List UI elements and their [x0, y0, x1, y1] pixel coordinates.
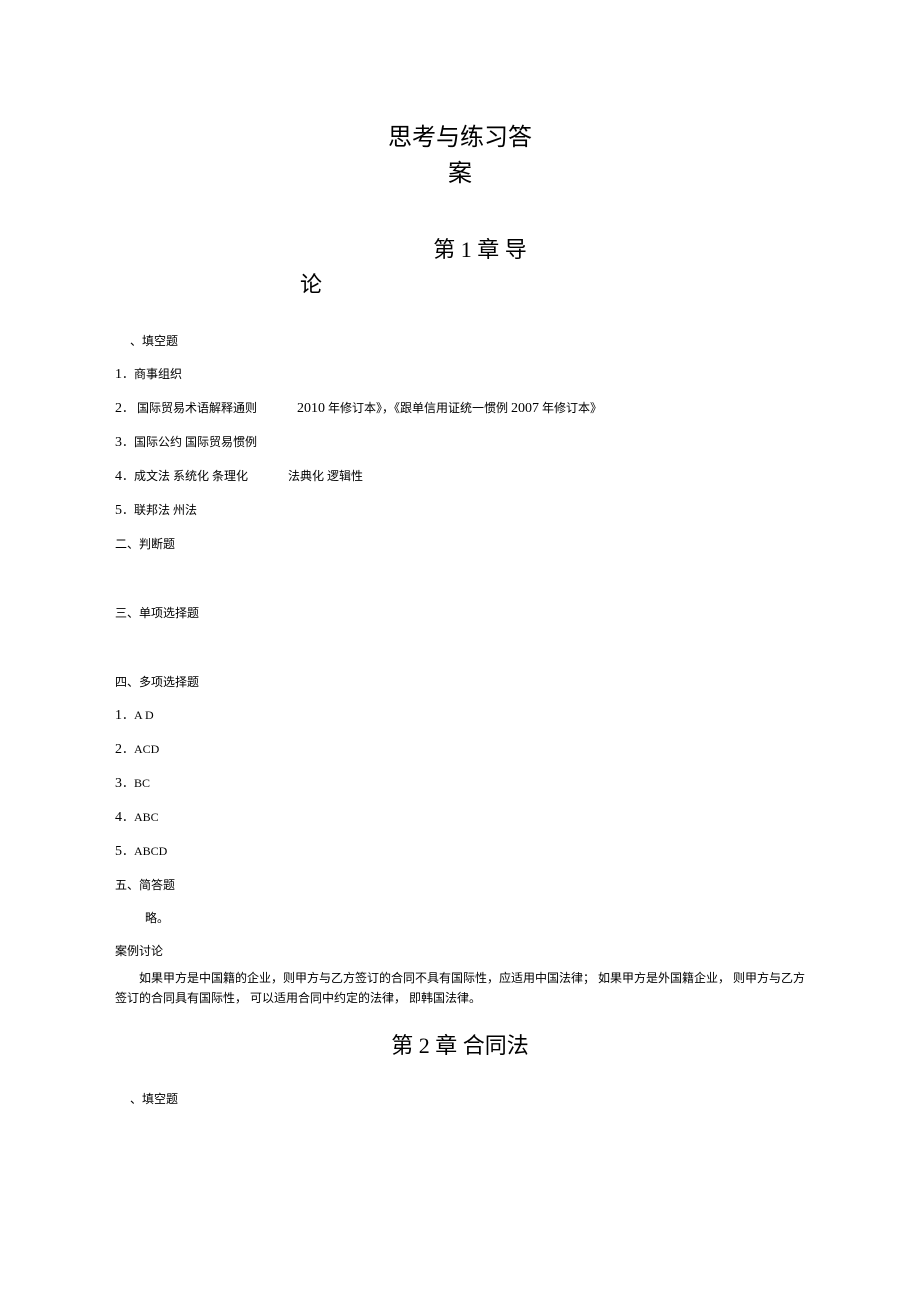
main-title-line2: 案	[448, 161, 472, 187]
multi-item-2: 2．ACD	[115, 740, 805, 758]
item-text: 年修订本》	[539, 401, 602, 415]
item-text: 年修订本》，《跟单信用证统一惯例	[325, 401, 511, 415]
multi-item-1: 1．A D	[115, 706, 805, 724]
main-title-line1: 思考与练习答	[388, 125, 532, 151]
item-number: 5	[115, 844, 122, 859]
chapter1-title: 第 1 章 导 论	[115, 232, 805, 302]
item-text: ．ABCD	[122, 844, 167, 858]
item-text: ．ACD	[122, 742, 159, 756]
item-text: ．国际公约 国际贸易惯例	[122, 435, 257, 449]
fill-item-4: 4．成文法 系统化 条理化 法典化 逻辑性	[115, 467, 805, 485]
chapter2-title: 第 2 章 合同法	[115, 1028, 805, 1060]
fill-item-2: 2． 国际贸易术语解释通则2010 年修订本》，《跟单信用证统一惯例 2007 …	[115, 399, 805, 417]
case-discussion-text: 如果甲方是中国籍的企业，则甲方与乙方签订的合同不具有国际性，应适用中国法律； 如…	[115, 969, 805, 1007]
short-answer-text: 略。	[145, 909, 805, 926]
chapter1-title-line1: 第 1 章 导	[115, 232, 805, 267]
item-number: 4	[115, 810, 122, 825]
multi-item-5: 5．ABCD	[115, 842, 805, 860]
item-number: 5	[115, 503, 122, 518]
item-text: ．成文法 系统化 条理化	[122, 469, 248, 483]
fill-item-1: 1．商事组织	[115, 365, 805, 383]
item-number: 1	[115, 708, 122, 723]
item-text: ．商事组织	[122, 367, 182, 381]
item-text: 法典化 逻辑性	[288, 469, 363, 483]
section-short-answer: 五、简答题	[115, 876, 805, 893]
spacer	[115, 631, 805, 661]
multi-item-3: 3．BC	[115, 774, 805, 792]
item-text: ．BC	[122, 776, 150, 790]
item-number: 2007	[511, 401, 539, 416]
item-number: 2010	[297, 401, 325, 416]
item-text: ．联邦法 州法	[122, 503, 197, 517]
item-text: ．ABC	[122, 810, 159, 824]
fill-item-5: 5．联邦法 州法	[115, 501, 805, 519]
item-number: 3	[115, 435, 122, 450]
section-fill-blank-2: 、填空题	[130, 1090, 805, 1107]
document-page: 思考与练习答 案 第 1 章 导 论 、填空题 1．商事组织 2． 国际贸易术语…	[0, 0, 920, 1303]
spacer	[115, 562, 805, 592]
chapter1-title-line2: 论	[115, 267, 805, 302]
item-text: ． 国际贸易术语解释通则	[122, 401, 257, 415]
section-multi-choice: 四、多项选择题	[115, 673, 805, 690]
item-number: 2	[115, 742, 122, 757]
item-number: 3	[115, 776, 122, 791]
item-number: 2	[115, 401, 122, 416]
section-single-choice: 三、单项选择题	[115, 604, 805, 621]
section-judge: 二、判断题	[115, 535, 805, 552]
section-fill-blank: 、填空题	[130, 332, 805, 349]
main-title: 思考与练习答 案	[115, 120, 805, 192]
fill-item-3: 3．国际公约 国际贸易惯例	[115, 433, 805, 451]
item-number: 4	[115, 469, 122, 484]
multi-item-4: 4．ABC	[115, 808, 805, 826]
item-number: 1	[115, 367, 122, 382]
item-text: ．A D	[122, 708, 154, 722]
section-case: 案例讨论	[115, 942, 805, 959]
